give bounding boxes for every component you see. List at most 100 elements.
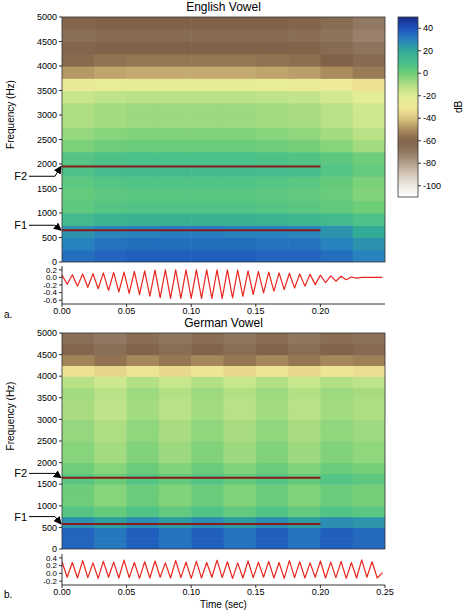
waveform-y-tick	[59, 573, 62, 574]
heatmap-cell	[191, 42, 224, 55]
heatmap-cell	[353, 140, 385, 153]
heatmap-cell	[94, 495, 127, 506]
heatmap-cell	[320, 506, 353, 517]
heatmap-cell	[320, 127, 353, 140]
heatmap-cell	[94, 66, 127, 79]
heatmap-cell	[127, 387, 160, 398]
heatmap-cell	[288, 140, 321, 153]
x-tick-label: 0.20	[312, 587, 330, 597]
heatmap-cell	[320, 17, 353, 30]
x-tick-label: 0.00	[53, 587, 71, 597]
heatmap-cell	[320, 103, 353, 116]
heatmap-cell	[224, 201, 257, 214]
heatmap-cell	[127, 91, 160, 104]
colorbar-tick	[418, 28, 421, 29]
heatmap-cell	[191, 78, 224, 91]
heatmap-cell	[191, 152, 224, 165]
heatmap-cell	[353, 527, 385, 538]
heatmap-cell	[288, 189, 321, 202]
heatmap-cell	[94, 538, 127, 549]
heatmap-cell	[62, 387, 95, 398]
heatmap-cell	[224, 127, 257, 140]
y-tick-label: 5000	[37, 328, 57, 338]
heatmap-cell	[288, 517, 321, 528]
heatmap-cell	[320, 176, 353, 189]
heatmap-cell	[127, 140, 160, 153]
heatmap-cell	[159, 376, 192, 387]
heatmap-cell	[191, 201, 224, 214]
x-axis-title: Time (sec)	[200, 599, 247, 610]
y-tick	[59, 333, 62, 334]
formant-line	[62, 477, 320, 479]
heatmap-cell	[288, 506, 321, 517]
heatmap-cell	[127, 103, 160, 116]
heatmap-cell	[191, 91, 224, 104]
heatmap-cell	[353, 103, 385, 116]
y-tick-label: 3000	[37, 415, 57, 425]
heatmap-cell	[256, 140, 289, 153]
heatmap-cell	[320, 54, 353, 67]
heatmap-cell	[127, 344, 160, 355]
heatmap-cell	[288, 473, 321, 484]
heatmap-cell	[159, 506, 192, 517]
heatmap-cell	[94, 103, 127, 116]
waveform-y-tick-label: -0.2	[43, 577, 57, 586]
y-tick	[59, 213, 62, 214]
heatmap-cell	[62, 441, 95, 452]
heatmap-cell	[127, 127, 160, 140]
heatmap-cell	[353, 250, 385, 262]
heatmap-cell	[62, 344, 95, 355]
heatmap-cell	[256, 78, 289, 91]
y-tick-label: 2500	[37, 135, 57, 145]
heatmap-cell	[256, 115, 289, 128]
heatmap-cell	[191, 238, 224, 251]
heatmap-cell	[127, 213, 160, 226]
heatmap-cell	[191, 344, 224, 355]
heatmap-cell	[320, 66, 353, 79]
heatmap-cell	[224, 473, 257, 484]
heatmap-cell	[288, 91, 321, 104]
heatmap-cell	[288, 127, 321, 140]
heatmap-cell	[224, 430, 257, 441]
heatmap-cell	[159, 452, 192, 463]
y-tick-label: 5000	[37, 12, 57, 22]
heatmap-cell	[191, 463, 224, 474]
heatmap-cell	[256, 441, 289, 452]
y-tick	[59, 41, 62, 42]
heatmap-cell	[62, 506, 95, 517]
heatmap-cell	[224, 495, 257, 506]
formant-line	[62, 523, 320, 525]
panel-title: English Vowel	[186, 0, 261, 14]
heatmap-cell	[127, 250, 160, 262]
heatmap-cell	[191, 517, 224, 528]
heatmap-cell	[191, 430, 224, 441]
waveform-y-tick	[59, 285, 62, 286]
x-tick-label: 0.15	[247, 587, 265, 597]
heatmap-cell	[353, 463, 385, 474]
heatmap-cell	[94, 398, 127, 409]
heatmap-cell	[353, 419, 385, 430]
spectrogram	[62, 17, 385, 262]
heatmap-cell	[191, 387, 224, 398]
heatmap-cell	[62, 484, 95, 495]
heatmap-cell	[256, 376, 289, 387]
heatmap-cell	[127, 527, 160, 538]
heatmap-cell	[127, 42, 160, 55]
heatmap-cell	[159, 495, 192, 506]
heatmap-cell	[62, 189, 95, 202]
heatmap-cell	[62, 140, 95, 153]
heatmap-cell	[256, 238, 289, 251]
heatmap-cell	[127, 66, 160, 79]
heatmap-cell	[94, 473, 127, 484]
heatmap-cell	[224, 250, 257, 262]
waveform-y-tick-label: -0.6	[43, 296, 57, 305]
heatmap-cell	[127, 517, 160, 528]
y-tick	[59, 17, 62, 18]
heatmap-cell	[62, 176, 95, 189]
heatmap-cell	[353, 506, 385, 517]
heatmap-cell	[62, 538, 95, 549]
panel-title: German Vowel	[184, 316, 263, 330]
panel: 0500100015002000250030003500400045005000…	[4, 0, 464, 320]
heatmap-cell	[159, 538, 192, 549]
colorbar-tick	[418, 118, 421, 119]
